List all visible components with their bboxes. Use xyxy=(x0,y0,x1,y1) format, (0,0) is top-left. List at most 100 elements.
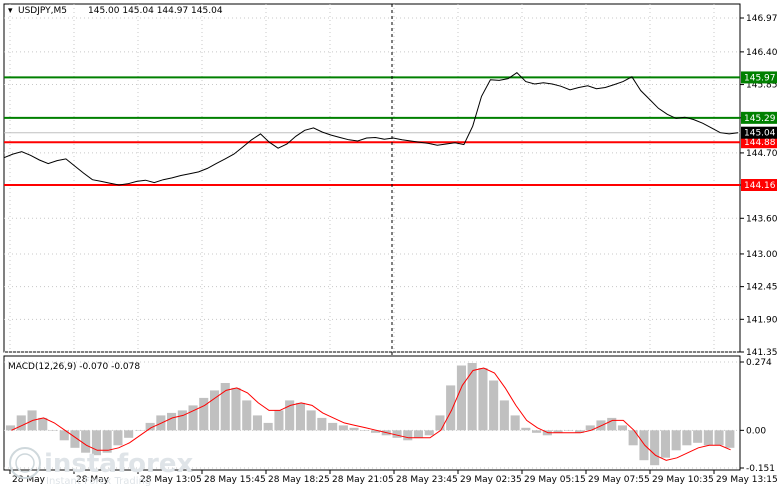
time-tick-label: 29 May 07:55 xyxy=(588,475,650,485)
macd-bar xyxy=(124,430,134,438)
time-axis: 28 May 28 May 28 May 13:05 28 May 15:45 28 M… xyxy=(9,470,778,485)
current-price-label: 145.04 xyxy=(744,129,776,139)
macd-bar xyxy=(703,430,713,446)
watermark-brand: instaforex xyxy=(44,449,194,479)
macd-bar xyxy=(607,417,617,431)
macd-bar xyxy=(306,410,316,431)
macd-bar xyxy=(328,422,338,431)
time-tick-label: 28 May xyxy=(76,475,110,485)
macd-bar xyxy=(532,430,542,433)
macd-bar xyxy=(167,412,177,431)
macd-tick-label: 0.274 xyxy=(746,358,772,368)
macd-bar xyxy=(682,430,692,446)
macd-bar xyxy=(564,430,574,431)
macd-bar xyxy=(446,385,456,431)
macd-bar xyxy=(510,415,520,431)
macd-bar xyxy=(478,368,488,431)
macd-bar xyxy=(177,410,187,431)
macd-bar xyxy=(489,380,499,431)
macd-bar xyxy=(220,383,230,431)
macd-bar xyxy=(693,430,703,443)
ohlc-label: 145.00 145.04 144.97 145.04 xyxy=(88,6,223,16)
level-tag-label: 145.29 xyxy=(744,114,776,124)
time-tick-label: 28 May 21:05 xyxy=(332,475,394,485)
level-tag xyxy=(741,179,777,191)
time-tick-label: 28 May 15:45 xyxy=(204,475,266,485)
instaforex-logo: instaforex Instant Forex Trading xyxy=(9,447,194,487)
macd-bar xyxy=(317,417,327,431)
macd-bar xyxy=(585,425,595,431)
macd-bar xyxy=(521,427,531,431)
macd-label: MACD(12,26,9) -0.070 -0.078 xyxy=(8,362,140,372)
price-tick-label: 146.40 xyxy=(746,48,778,58)
macd-bar xyxy=(660,430,670,458)
macd-bar xyxy=(467,363,477,431)
macd-bar xyxy=(48,430,58,431)
price-tick-label: 144.70 xyxy=(746,149,778,159)
macd-bar xyxy=(81,430,91,453)
macd-bar xyxy=(456,365,466,431)
macd-tick-label: -0.151 xyxy=(746,464,775,474)
time-tick-label: 29 May 02:35 xyxy=(460,475,522,485)
time-tick-label: 28 May 13:05 xyxy=(140,475,202,485)
level-tag xyxy=(741,111,777,124)
time-tick-label: 28 May xyxy=(12,475,46,485)
price-tick-label: 146.97 xyxy=(746,14,778,24)
macd-signal-line xyxy=(11,367,731,461)
price-tick-label: 142.45 xyxy=(746,283,778,293)
macd-bar xyxy=(134,430,144,431)
macd-bar xyxy=(628,430,638,446)
levels-layer: 145.97 145.29 144.88 144.16 145.04 xyxy=(4,71,777,191)
price-series-line xyxy=(3,72,739,186)
time-tick-label: 28 May 18:25 xyxy=(268,475,330,485)
price-tick-label: 143.60 xyxy=(746,214,778,224)
current-price-tag xyxy=(741,126,777,139)
macd-bar xyxy=(392,430,402,438)
time-tick-label: 29 May 13:15 xyxy=(716,475,778,485)
macd-bar xyxy=(403,430,413,441)
macd-bar xyxy=(617,425,627,431)
level-tag xyxy=(741,71,777,84)
macd-bar xyxy=(575,430,585,433)
macd-panel-frame xyxy=(3,355,741,471)
macd-bar xyxy=(349,427,359,431)
macd-bar xyxy=(59,430,69,441)
macd-bar xyxy=(639,430,649,461)
macd-bar xyxy=(725,430,735,448)
macd-bar xyxy=(199,397,209,431)
macd-bar xyxy=(102,430,112,453)
macd-bar xyxy=(650,430,660,466)
time-tick-label: 29 May 05:15 xyxy=(524,475,586,485)
macd-bar xyxy=(371,430,381,433)
macd-bar xyxy=(188,405,198,431)
level-tag-label: 145.97 xyxy=(744,73,776,83)
macd-bar xyxy=(413,430,423,438)
macd-bar xyxy=(210,390,220,431)
macd-bar xyxy=(16,415,26,431)
macd-bar xyxy=(70,430,80,448)
macd-bar xyxy=(295,402,305,431)
macd-bar xyxy=(274,410,284,431)
macd-tick-label: 0.00 xyxy=(746,426,766,436)
macd-bar xyxy=(553,430,563,433)
macd-bar xyxy=(231,387,241,431)
macd-bar xyxy=(242,400,252,431)
price-panel-frame xyxy=(3,3,741,353)
dropdown-arrow-icon[interactable]: ▾ xyxy=(8,6,13,16)
macd-bar xyxy=(499,400,509,431)
price-tick-label: 145.85 xyxy=(746,81,778,91)
macd-axis: 0.274 0.00 -0.151 xyxy=(740,358,775,474)
symbol-label: USDJPY,M5 xyxy=(18,6,67,16)
macd-bar xyxy=(38,417,48,431)
macd-histogram xyxy=(6,363,735,466)
macd-bar xyxy=(263,422,273,431)
price-tick-label: 143.00 xyxy=(746,250,778,260)
macd-bar xyxy=(252,415,262,431)
macd-bar xyxy=(671,430,681,451)
macd-bar xyxy=(338,425,348,431)
macd-bar xyxy=(6,425,16,431)
macd-bar xyxy=(285,400,295,431)
price-tick-label: 141.35 xyxy=(746,348,778,358)
macd-bar xyxy=(714,430,724,446)
